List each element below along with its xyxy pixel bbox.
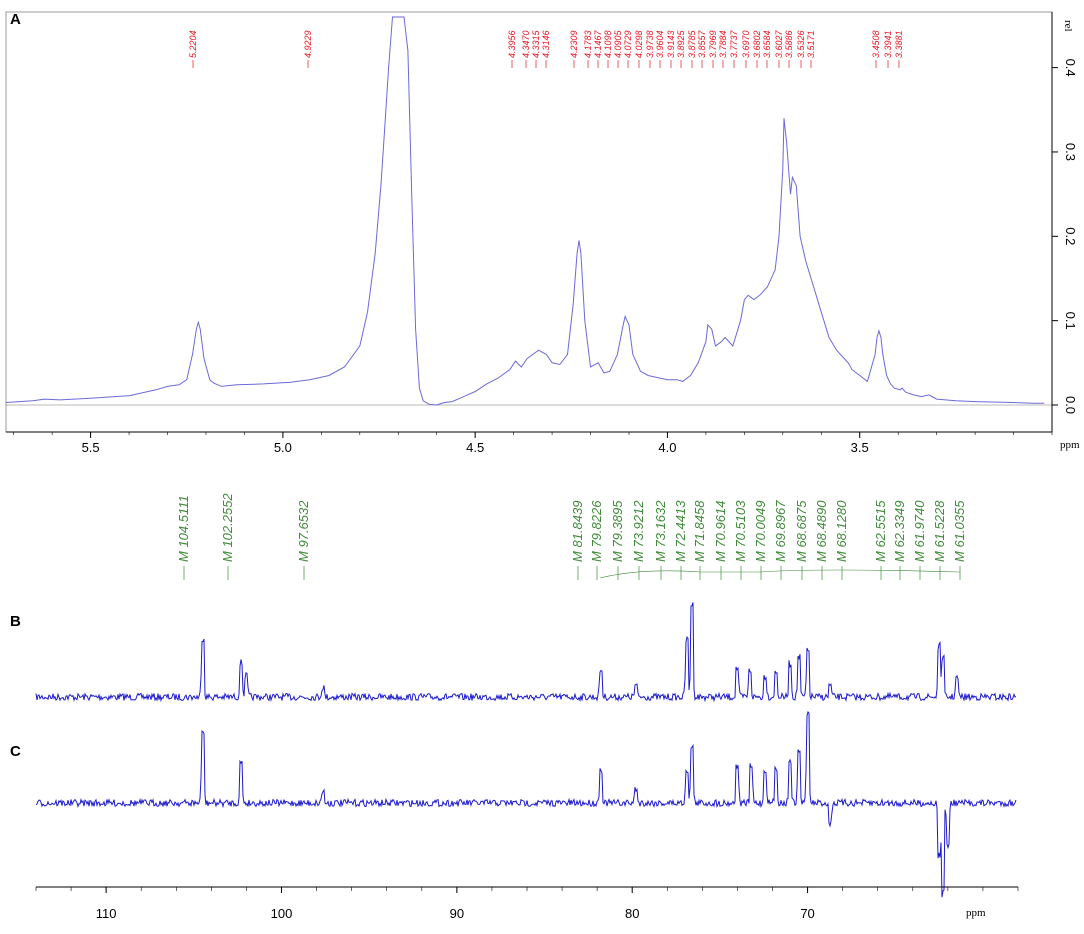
carbon-x-tick-label: 70 [800,906,814,921]
c-peak-label: M 104.5111 [176,495,191,562]
c-peak-label: M 71.8458 [692,500,707,562]
c-peak-label: M 70.0049 [753,501,768,562]
c-peak-bracket [599,569,961,579]
panel-a-x-unit: ppm [1060,439,1080,451]
c-peak-label: M 61.5228 [932,500,947,562]
h-peak-label: 3.9143 [666,30,676,58]
h-peak-label: 3.6027 [774,29,784,58]
h-peak-label: 3.6584 [762,30,772,58]
panel-b-label: B [10,613,21,630]
h-peak-label: 3.8925 [676,29,686,58]
h-peak-label: 3.7969 [708,30,718,58]
c-peak-label: M 62.3349 [892,501,907,562]
h-peak-label: 3.5171 [806,30,816,58]
panel-a-x-tick-label: 3.5 [851,440,869,455]
carbon-x-tick-label: 100 [271,906,293,921]
h-peak-label: 3.6802 [752,30,762,58]
panel-a-label: A [10,11,21,28]
h-peak-label: 4.3956 [507,30,517,58]
h-peak-label: 4.3315 [531,29,541,58]
panel-a-y-tick-label: 0.4 [1063,59,1078,77]
panel-a-y-tick-label: 0.3 [1063,143,1078,161]
h-peak-label: 3.9738 [645,30,655,58]
panel-a-x-ticks: 5.5 5.0 4.5 4.0 3.5 [13,432,1053,455]
h-peak-label: 5.2204 [188,30,198,58]
h-peak-label: 4.1098 [603,30,613,58]
h-peak-label: 3.5326 [796,30,806,58]
panel-a-x-tick-label: 4.0 [658,440,676,455]
c-peak-label: M 70.5103 [733,500,748,562]
panel-b-13c-spectrum: B [10,602,1017,703]
h-peak-label: 4.3470 [521,30,531,58]
h-peak-label: 4.1467 [593,29,603,58]
h-peak-label: 3.8557 [697,29,707,58]
c-peak-label: M 69.8967 [773,500,788,562]
h-peak-label: 3.9604 [655,30,665,58]
c-peak-label: M 97.6532 [296,500,311,562]
panel-c-spectrum-line [35,710,1017,898]
c-peak-label: M 61.9740 [912,500,927,562]
c-peak-label: M 72.4413 [673,500,688,562]
h-peak-label: 3.6970 [741,30,751,58]
c-peak-label: M 61.0355 [952,500,967,562]
c-peak-label: M 68.6875 [794,500,809,562]
panel-a-y-tick-label: 0.0 [1063,396,1078,414]
panel-a-1h-spectrum: A 5.2204 4.9229 4.3956 4.3470 4.3315 4.3146 4.… [5,11,1080,455]
h-peak-label: 4.0729 [623,30,633,58]
panel-a-spectrum-line [5,16,1045,406]
panel-a-x-tick-label: 5.5 [82,440,100,455]
carbon-x-axis: 110 100 90 80 70 ppm [35,886,1019,921]
h-peak-label: 4.0905 [613,29,623,58]
panel-b-spectrum-line [35,602,1017,703]
c-peak-label: M 73.9212 [631,500,646,562]
h-peak-label: 4.0298 [634,30,644,58]
c-peak-label: M 102.2552 [220,493,235,562]
h-peak-label: 4.3146 [541,30,551,58]
h-peak-label: 4.2309 [569,30,579,58]
panel-a-y-tick-label: 0.2 [1063,227,1078,245]
c-peak-label: M 62.5515 [873,500,888,562]
c-peak-label: M 81.8439 [570,501,585,562]
carbon-x-tick-label: 80 [625,906,639,921]
panel-a-y-tick-label: 0.1 [1063,312,1078,330]
carbon-x-tick-label: 90 [450,906,464,921]
h-peak-label: 3.8785 [687,29,697,58]
panel-a-y-ticks: 0.0 0.1 0.2 0.3 0.4 [1052,59,1078,414]
carbon-x-tick-label: 110 [96,906,117,921]
carbon-peak-labels: M 104.5111 M 102.2552 M 97.6532 M 81.8439 M … [176,493,967,580]
c-peak-label: M 68.4890 [814,500,829,562]
h-peak-label: 3.3941 [883,30,893,58]
panel-a-peak-labels: 5.2204 4.9229 4.3956 4.3470 4.3315 4.3146 4.23… [188,29,904,68]
h-peak-label: 4.1783 [583,30,593,58]
c-peak-label: M 68.1280 [834,500,849,562]
h-peak-label: 3.4508 [871,30,881,58]
c-peak-label: M 79.8226 [589,500,604,562]
h-peak-label: 3.7737 [729,29,739,58]
carbon-x-unit: ppm [966,907,986,919]
panel-c-dept-spectrum: C [10,710,1017,898]
panel-a-y-unit: rel [1062,20,1074,32]
c-peak-label: M 73.1632 [653,500,668,562]
panel-a-x-tick-label: 4.5 [466,440,484,455]
panel-a-x-tick-label: 5.0 [274,440,292,455]
h-peak-label: 3.7884 [718,30,728,58]
panel-c-label: C [10,743,21,760]
panel-a-frame [5,11,1053,433]
c-peak-label: M 79.3895 [610,500,625,562]
carbon-x-ticks: 110 100 90 80 70 [35,887,1019,921]
h-peak-label: 4.9229 [303,30,313,58]
h-peak-label: 3.5886 [784,30,794,58]
c-peak-label: M 70.9614 [713,501,728,562]
h-peak-label: 3.3881 [894,30,904,58]
